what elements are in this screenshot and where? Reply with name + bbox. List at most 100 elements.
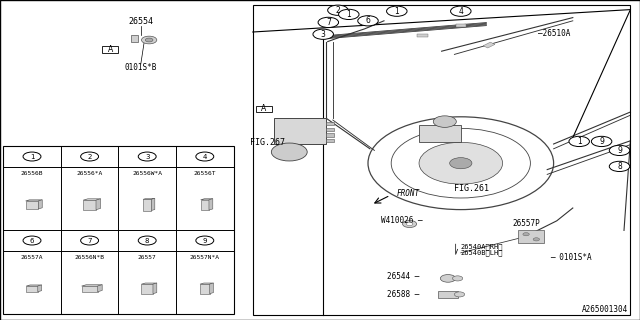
Text: 26540A〈RH〉: 26540A〈RH〉 xyxy=(461,243,503,250)
Bar xyxy=(256,106,272,112)
Polygon shape xyxy=(200,283,214,284)
Polygon shape xyxy=(83,200,96,210)
Text: 1: 1 xyxy=(29,154,35,160)
Bar xyxy=(326,133,334,137)
Text: 26557N*A: 26557N*A xyxy=(190,255,220,260)
Polygon shape xyxy=(82,285,102,286)
Text: FIG.267: FIG.267 xyxy=(250,138,285,147)
Polygon shape xyxy=(153,283,157,294)
Text: 0101S*B: 0101S*B xyxy=(125,63,157,72)
Circle shape xyxy=(81,152,99,161)
Polygon shape xyxy=(143,199,151,211)
Circle shape xyxy=(145,38,153,42)
Text: 26540B〈LH〉: 26540B〈LH〉 xyxy=(461,250,503,256)
Circle shape xyxy=(609,145,630,156)
Circle shape xyxy=(138,152,156,161)
Text: 26557: 26557 xyxy=(138,255,157,260)
Circle shape xyxy=(23,236,41,245)
Bar xyxy=(518,230,544,243)
Circle shape xyxy=(450,158,472,169)
Circle shape xyxy=(391,128,531,198)
Circle shape xyxy=(591,136,612,147)
Circle shape xyxy=(141,36,157,44)
Bar xyxy=(456,24,466,27)
Text: FIG.261: FIG.261 xyxy=(454,184,490,193)
Polygon shape xyxy=(82,286,98,292)
Text: 26554: 26554 xyxy=(128,17,154,26)
Circle shape xyxy=(339,9,359,20)
Circle shape xyxy=(433,116,456,127)
Circle shape xyxy=(454,292,465,297)
Circle shape xyxy=(368,117,554,210)
Text: 3: 3 xyxy=(321,30,326,39)
Text: 26544 ─: 26544 ─ xyxy=(387,272,420,281)
Polygon shape xyxy=(143,198,155,199)
Bar xyxy=(483,42,495,48)
Circle shape xyxy=(406,222,413,226)
Text: 8: 8 xyxy=(145,237,150,244)
Text: 9: 9 xyxy=(617,146,622,155)
Polygon shape xyxy=(151,198,155,211)
Circle shape xyxy=(318,17,339,28)
Text: 26556W*A: 26556W*A xyxy=(132,171,162,176)
Bar xyxy=(102,46,118,53)
Polygon shape xyxy=(26,201,38,209)
Circle shape xyxy=(23,152,41,161)
Text: 6: 6 xyxy=(365,16,371,25)
Circle shape xyxy=(387,6,407,16)
Polygon shape xyxy=(38,285,42,292)
Circle shape xyxy=(196,152,214,161)
Text: 26556*A: 26556*A xyxy=(76,171,103,176)
Bar xyxy=(326,122,334,125)
Bar xyxy=(326,128,334,131)
Circle shape xyxy=(358,16,378,26)
Polygon shape xyxy=(26,200,42,201)
Text: W410026 ─: W410026 ─ xyxy=(381,216,422,225)
Text: 2: 2 xyxy=(88,154,92,160)
Polygon shape xyxy=(201,199,212,200)
Circle shape xyxy=(328,5,348,15)
Text: 9: 9 xyxy=(599,137,604,146)
Text: 26556N*B: 26556N*B xyxy=(75,255,104,260)
Text: A: A xyxy=(261,104,266,113)
Circle shape xyxy=(81,236,99,245)
Text: 1: 1 xyxy=(346,10,351,19)
Circle shape xyxy=(533,238,540,241)
Bar xyxy=(274,118,326,144)
Polygon shape xyxy=(141,283,157,284)
Bar xyxy=(438,291,458,298)
Text: 6: 6 xyxy=(29,237,35,244)
Bar xyxy=(3,146,234,314)
Text: 2: 2 xyxy=(335,6,340,15)
Bar xyxy=(326,139,334,142)
Text: A265001304: A265001304 xyxy=(582,305,628,314)
Text: 26556B: 26556B xyxy=(20,171,44,176)
Polygon shape xyxy=(141,284,153,294)
Polygon shape xyxy=(201,200,209,210)
Text: A: A xyxy=(108,45,113,54)
Text: 4: 4 xyxy=(458,7,463,16)
Polygon shape xyxy=(209,199,212,210)
Circle shape xyxy=(569,136,589,147)
Polygon shape xyxy=(26,285,42,286)
Polygon shape xyxy=(38,200,42,209)
Circle shape xyxy=(271,143,307,161)
Text: FRONT: FRONT xyxy=(397,189,420,198)
Text: 26557A: 26557A xyxy=(20,255,44,260)
Bar xyxy=(131,35,138,42)
Text: 3: 3 xyxy=(145,154,150,160)
Bar xyxy=(419,125,461,142)
Polygon shape xyxy=(96,199,100,210)
Circle shape xyxy=(451,6,471,16)
Text: 9: 9 xyxy=(202,237,207,244)
Circle shape xyxy=(138,236,156,245)
Bar xyxy=(417,34,428,37)
Text: 26556T: 26556T xyxy=(193,171,216,176)
Text: 1: 1 xyxy=(577,137,582,146)
Circle shape xyxy=(313,29,333,39)
Polygon shape xyxy=(98,285,102,292)
Circle shape xyxy=(440,275,456,282)
Circle shape xyxy=(419,142,502,184)
Circle shape xyxy=(609,161,630,172)
Text: 4: 4 xyxy=(203,154,207,160)
